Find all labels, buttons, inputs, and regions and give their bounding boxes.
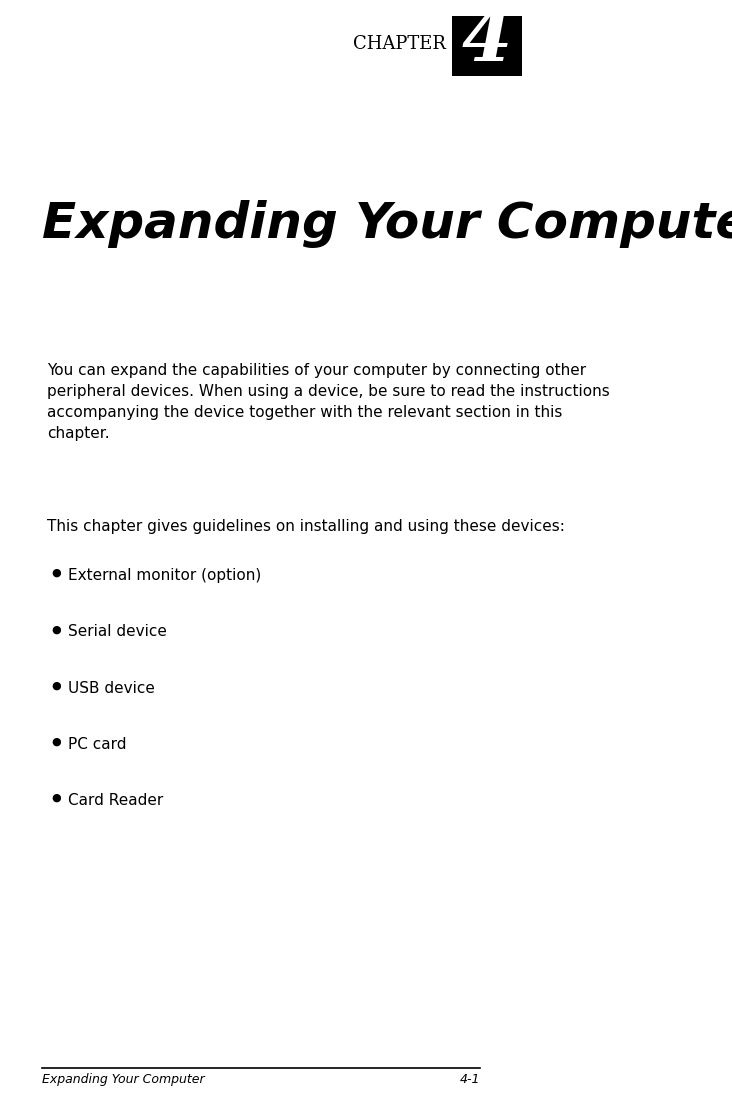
Text: ●: ● — [51, 737, 61, 747]
Text: ●: ● — [51, 793, 61, 803]
Text: ●: ● — [51, 625, 61, 635]
Text: Expanding Your Computer: Expanding Your Computer — [42, 200, 732, 248]
Text: ●: ● — [51, 568, 61, 578]
Text: Expanding Your Computer: Expanding Your Computer — [42, 1073, 204, 1086]
Text: This chapter gives guidelines on installing and using these devices:: This chapter gives guidelines on install… — [47, 519, 565, 535]
Text: External monitor (option): External monitor (option) — [68, 568, 261, 583]
FancyBboxPatch shape — [452, 5, 522, 76]
Text: Card Reader: Card Reader — [68, 793, 163, 808]
Text: PC card: PC card — [68, 737, 127, 752]
Text: USB device: USB device — [68, 681, 154, 695]
Text: CHAPTER: CHAPTER — [354, 35, 447, 54]
Text: Serial device: Serial device — [68, 625, 167, 639]
Text: You can expand the capabilities of your computer by connecting other
peripheral : You can expand the capabilities of your … — [47, 362, 610, 440]
Text: ●: ● — [51, 681, 61, 691]
Text: 4: 4 — [462, 5, 512, 77]
Text: 4-1: 4-1 — [460, 1073, 480, 1086]
